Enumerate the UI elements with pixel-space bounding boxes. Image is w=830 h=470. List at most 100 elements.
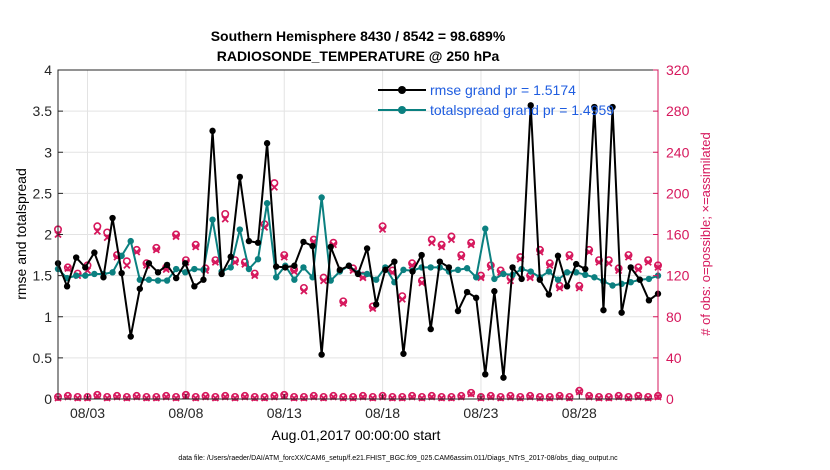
obs-assimilated-marker-stroke	[172, 232, 180, 241]
obs-assimilated-marker	[300, 287, 308, 295]
obs-low-assimilated-marker-stroke	[349, 394, 357, 402]
rmse-point	[163, 261, 171, 269]
rmse-point	[491, 288, 498, 295]
obs-low-possible-marker	[545, 392, 554, 401]
obs-low-assimilated-marker	[192, 394, 200, 402]
obs-low-assimilated-marker-stroke	[398, 394, 406, 402]
obs-possible-marker	[93, 222, 102, 231]
y-axis-label-right: # of obs: o=possible; ×=assimilated	[698, 132, 713, 335]
obs-low-possible-marker	[594, 392, 603, 401]
rmse-point	[518, 275, 525, 283]
rmse-point	[309, 242, 316, 250]
obs-assimilated-marker-stroke	[575, 284, 583, 292]
rmse-point	[327, 243, 334, 251]
obs-low-assimilated-marker-stroke	[319, 394, 328, 402]
y-tick-label-left: 2	[44, 227, 52, 243]
rmse-point	[100, 274, 107, 281]
rmse-point	[200, 276, 207, 283]
obs-assimilated-marker-stroke	[319, 277, 328, 285]
rmse-point	[118, 269, 125, 277]
obs-low-assimilated-marker	[467, 390, 475, 398]
rmse-point	[582, 265, 589, 273]
obs-low-possible-marker	[565, 392, 574, 401]
rmse-point	[572, 260, 580, 268]
obs-low-assimilated-marker	[496, 394, 505, 402]
rmse-point	[354, 270, 362, 278]
rmse-point	[300, 238, 307, 246]
obs-low-possible-marker	[299, 392, 308, 401]
obs-low-possible-marker	[496, 392, 505, 401]
obs-assimilated-marker-stroke	[290, 267, 298, 276]
obs-low-possible-marker	[604, 392, 613, 401]
obs-assimilated-marker	[221, 215, 229, 223]
rmse-point	[109, 214, 116, 222]
obs-assimilated-marker-stroke	[280, 253, 288, 261]
obs-low-possible-marker	[211, 392, 220, 401]
obs-low-assimilated-marker-stroke	[123, 394, 131, 402]
obs-low-assimilated-marker	[575, 388, 583, 396]
obs-assimilated-marker-stroke	[270, 183, 279, 191]
obs-low-assimilated-marker-stroke	[142, 394, 151, 402]
y-tick-label-right: 80	[666, 309, 682, 325]
rmse-point	[218, 270, 225, 278]
obs-assimilated-marker-stroke	[605, 259, 613, 267]
obs-assimilated-marker-stroke	[339, 299, 347, 308]
obs-low-assimilated-marker	[152, 394, 160, 402]
totalspread-point	[72, 272, 80, 279]
obs-low-possible-marker	[290, 392, 299, 401]
rmse-point	[482, 371, 489, 378]
obs-low-possible-marker	[624, 392, 633, 401]
rmse-point	[418, 251, 425, 259]
x-tick-label: 08/28	[562, 405, 597, 421]
obs-low-possible-marker	[191, 392, 200, 401]
totalspread-point	[127, 237, 134, 245]
legend-rmse-label: rmse grand pr = 1.5174	[430, 82, 576, 98]
obs-assimilated-marker-stroke	[211, 258, 220, 266]
totalspread-point	[527, 268, 534, 275]
obs-low-assimilated-marker-stroke	[74, 394, 82, 402]
axis-layer: 08/03 08/08 08/13 08/18 08/23 08/28 0 0.5 1 1.5 2 2…	[33, 62, 690, 421]
obs-assimilated-marker	[172, 232, 180, 241]
obs-low-assimilated-marker	[339, 394, 347, 402]
obs-assimilated-marker-stroke	[437, 243, 446, 251]
obs-low-assimilated-marker	[290, 394, 298, 402]
obs-assimilated-marker-stroke	[624, 253, 633, 261]
y-tick-label-left: 2.5	[33, 185, 53, 201]
series-layer	[54, 102, 662, 381]
obs-low-assimilated-marker-stroke	[251, 394, 259, 402]
legend-totalspread-label: totalspread grand pr = 1.4959	[430, 102, 614, 118]
obs-assimilated-marker	[93, 227, 101, 236]
obs-low-assimilated-marker-stroke	[467, 390, 475, 398]
obs-assimilated-marker-stroke	[457, 253, 465, 261]
totalspread-point	[645, 275, 653, 283]
obs-assimilated-marker	[398, 295, 406, 303]
rmse-point	[236, 173, 244, 181]
y-tick-label-right: 0	[666, 391, 674, 407]
totalspread-point	[236, 226, 244, 233]
obs-assimilated-marker-stroke	[251, 271, 259, 280]
rmse-point	[372, 301, 380, 308]
obs-low-assimilated-marker-stroke	[388, 394, 397, 402]
legend-totalspread-marker	[398, 106, 406, 114]
obs-low-possible-marker	[368, 392, 377, 401]
obs-low-assimilated-marker	[319, 394, 328, 402]
totalspread-point	[209, 216, 216, 223]
totalspread-point	[154, 277, 162, 284]
totalspread-point	[363, 270, 371, 278]
obs-low-assimilated-marker-stroke	[369, 394, 377, 402]
obs-low-assimilated-marker-stroke	[290, 394, 298, 402]
obs-low-assimilated-marker-stroke	[339, 394, 347, 402]
obs-assimilated-marker-stroke	[221, 215, 229, 223]
y-tick-label-left: 3	[44, 144, 52, 160]
obs-assimilated-marker-stroke	[546, 261, 554, 269]
obs-low-assimilated-marker	[211, 394, 220, 402]
obs-low-possible-marker	[93, 390, 102, 399]
obs-low-assimilated-marker	[74, 394, 82, 402]
obs-low-assimilated-marker-stroke	[260, 394, 269, 402]
rmse-point	[345, 262, 353, 269]
totalspread-point	[472, 274, 480, 281]
totalspread-point	[300, 264, 307, 271]
obs-assimilated-marker-stroke	[408, 261, 416, 269]
footnote: data file: /Users/raeder/DAI/ATM_forcXX/…	[178, 455, 618, 462]
